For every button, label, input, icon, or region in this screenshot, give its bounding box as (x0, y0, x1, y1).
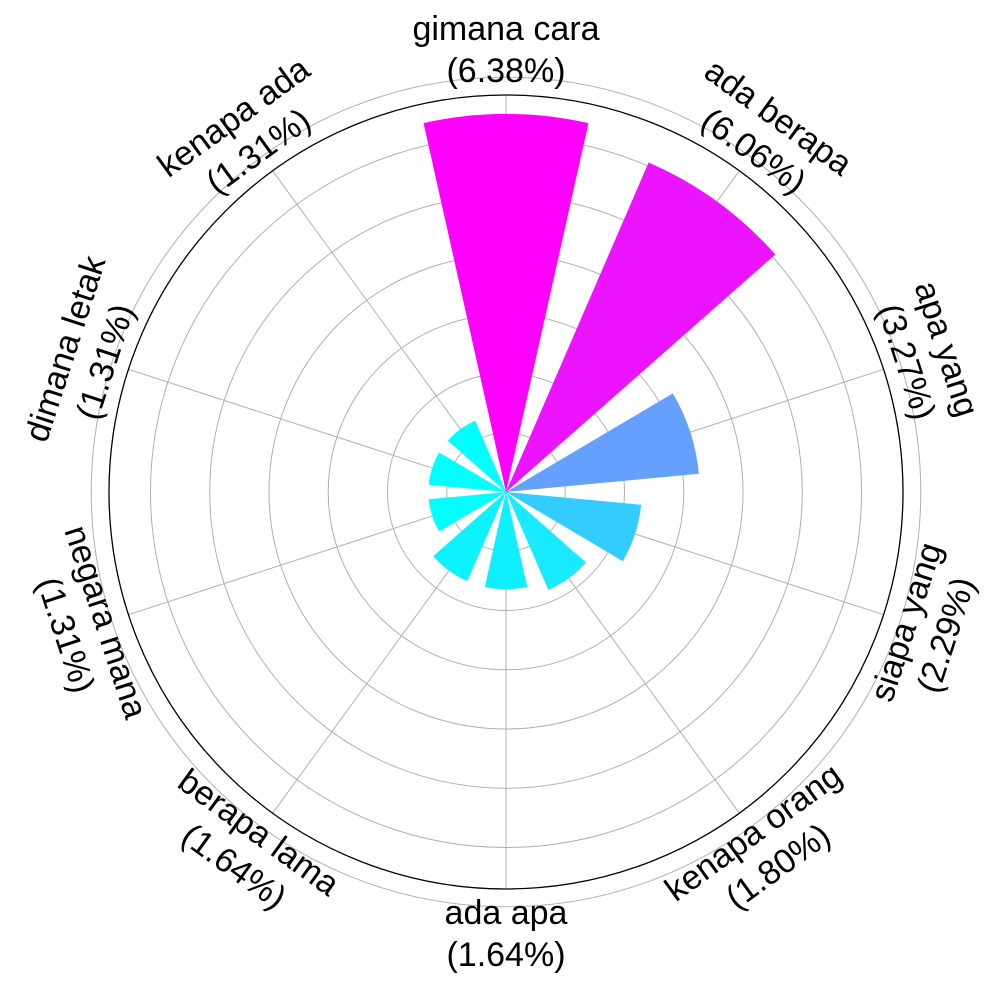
bar-siapa-yang (506, 492, 642, 562)
bar-kenapa-ada (447, 420, 506, 492)
bars (423, 113, 776, 590)
category-value-label: (1.64%) (446, 936, 565, 974)
category-label-group: ada apa (1.64%) (445, 894, 568, 974)
bar-gimana-cara (423, 113, 589, 493)
grid-ring (90, 76, 922, 908)
bar-ada-apa (484, 492, 528, 590)
bar-apa-yang (506, 393, 699, 492)
category-label-group: berapa lama(1.64%) (171, 762, 346, 917)
bar-kenapa-orang (506, 492, 587, 590)
bar-berapa-lama (433, 492, 506, 582)
category-label: gimana cara (412, 10, 599, 48)
outer-frame (108, 94, 904, 890)
bar-negara-mana (428, 492, 506, 532)
category-label-group: siapa yang(2.29%) (863, 538, 983, 706)
bar-ada-berapa (506, 162, 776, 492)
category-value-label: (6.38%) (446, 52, 565, 90)
category-label-group: kenapa orang(1.80%) (658, 756, 849, 917)
category-label: ada apa (445, 894, 568, 932)
bar-dimana-letak (428, 452, 506, 492)
category-label-group: apa yang(3.27%) (870, 277, 986, 425)
category-label-group: gimana cara (6.38%) (412, 10, 599, 90)
